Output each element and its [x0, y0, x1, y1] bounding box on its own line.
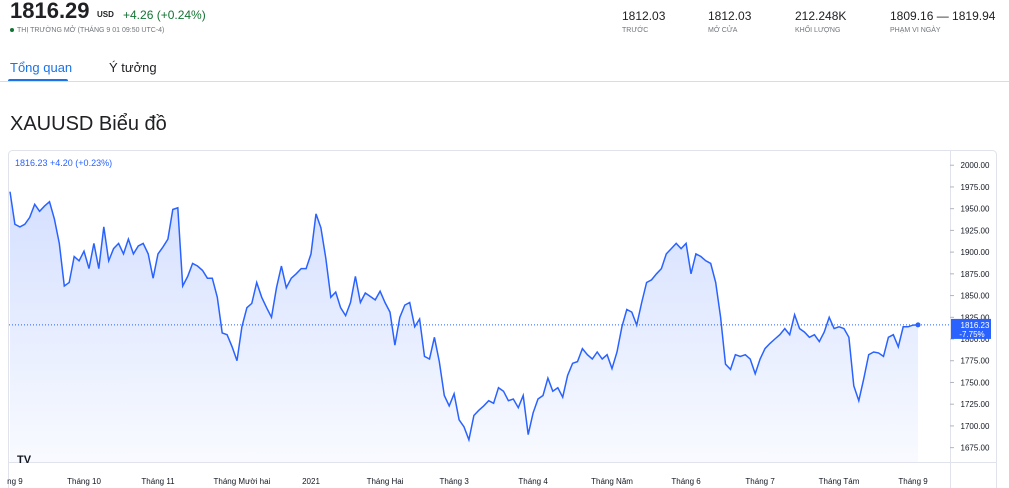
- x-tick-label: Tháng Mười hai: [214, 477, 271, 486]
- currency: USD: [97, 10, 114, 19]
- price-change: +4.26 (+0.24%): [123, 8, 206, 22]
- x-tick-label: ng 9: [7, 477, 23, 486]
- price: 1816.29: [10, 0, 90, 23]
- divider: [0, 81, 1009, 82]
- price-tag: [951, 318, 991, 339]
- x-tick-label: Tháng Năm: [591, 477, 633, 486]
- x-tick-label: 2021: [302, 477, 320, 486]
- stat-label: TRƯỚC: [622, 27, 649, 34]
- chart-frame: [8, 150, 997, 488]
- stat-value: 1812.03: [622, 9, 666, 23]
- y-tick-label: 2000.00: [961, 161, 990, 170]
- y-tick-label: 1825.00: [961, 313, 990, 322]
- x-tick-label: Tháng 4: [518, 477, 548, 486]
- market-status: THỊ TRƯỜNG MỞ (THÁNG 9 01 09:50 UTC-4): [10, 27, 164, 34]
- tab-indicator: [8, 79, 68, 82]
- stat-label: PHẠM VI NGÀY: [890, 27, 941, 34]
- y-tick-label: 1950.00: [961, 205, 990, 214]
- x-tick-label: Tháng Hai: [367, 477, 404, 486]
- tab[interactable]: Ý tưởng: [109, 60, 157, 75]
- y-tick-label: 1925.00: [961, 226, 990, 235]
- x-tick-label: Tháng Tám: [819, 477, 860, 486]
- price-tag-value: 1816.23: [961, 321, 990, 330]
- y-tick-label: 1900.00: [961, 248, 990, 257]
- y-tick-label: 1800.00: [961, 335, 990, 344]
- x-tick-label: Tháng 3: [439, 477, 469, 486]
- price-tag-change: -7.75%: [959, 330, 984, 339]
- area: [10, 191, 918, 462]
- section-title: XAUUSD Biểu đồ: [10, 113, 167, 135]
- stat-label: KHỐI LƯỢNG: [795, 27, 841, 34]
- y-tick-label: 1775.00: [961, 357, 990, 366]
- tab[interactable]: Tổng quan: [10, 60, 73, 75]
- x-tick-label: Tháng 7: [745, 477, 775, 486]
- x-tick-label: Tháng 9: [898, 477, 928, 486]
- y-tick-label: 1725.00: [961, 400, 990, 409]
- x-tick-label: Tháng 10: [67, 477, 101, 486]
- price-line: [9, 191, 919, 443]
- y-tick-label: 1850.00: [961, 292, 990, 301]
- x-tick-label: Tháng 11: [141, 477, 175, 486]
- x-tick-label: Tháng 6: [671, 477, 701, 486]
- last-point: [915, 322, 921, 328]
- y-tick-label: 1700.00: [961, 422, 990, 431]
- y-tick-label: 1675.00: [961, 444, 990, 453]
- stat-value: 1812.03: [708, 9, 752, 23]
- tv-logo: TV: [17, 454, 32, 466]
- chart-legend: 1816.23 +4.20 (+0.23%): [15, 158, 112, 168]
- y-tick-label: 1975.00: [961, 183, 990, 192]
- stat-value: 1809.16 — 1819.94: [890, 9, 996, 23]
- y-tick-label: 1875.00: [961, 270, 990, 279]
- y-tick-label: 1750.00: [961, 378, 990, 387]
- stat-value: 212.248K: [795, 9, 847, 23]
- stat-label: MỞ CỬA: [708, 27, 738, 34]
